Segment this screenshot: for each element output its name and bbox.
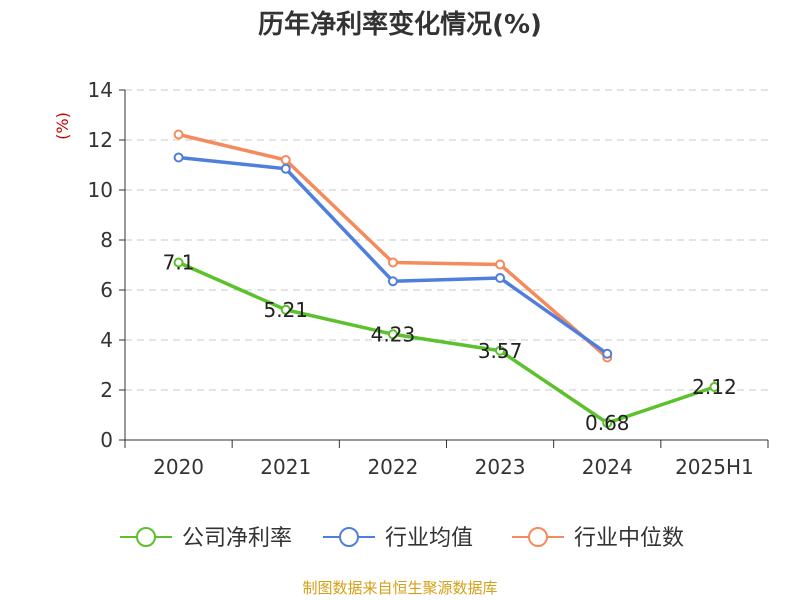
data-point — [280, 163, 291, 174]
data-point — [602, 418, 613, 428]
x-tick-label: 2020 — [153, 455, 204, 479]
y-tick-label: 6 — [100, 278, 113, 302]
data-label: 2.12 — [692, 375, 737, 399]
data-point — [495, 345, 506, 356]
x-tick-label: 2021 — [260, 455, 311, 479]
y-tick-label: 14 — [88, 78, 113, 102]
data-point — [387, 276, 398, 287]
data-point — [495, 259, 506, 270]
data-point — [280, 155, 291, 165]
y-tick-label: 10 — [88, 178, 113, 202]
data-label: 7.1 — [163, 251, 195, 275]
legend-marker — [528, 527, 548, 547]
y-tick-label: 4 — [100, 328, 113, 352]
x-tick-label: 2024 — [582, 455, 633, 479]
y-axis-label: (%) — [53, 112, 72, 140]
data-point — [173, 257, 184, 268]
y-tick-label: 2 — [100, 378, 113, 402]
chart-title: 历年净利率变化情况(%) — [258, 10, 542, 40]
data-point — [280, 304, 291, 315]
source-footer: 制图数据来自恒生聚源数据库 — [302, 579, 498, 597]
x-tick-label: 2025H1 — [675, 455, 754, 479]
legend-label: 行业中位数 — [574, 526, 684, 551]
data-point — [602, 348, 613, 359]
data-label: 4.23 — [371, 322, 416, 346]
x-tick-label: 2023 — [475, 455, 526, 479]
legend-marker — [339, 527, 359, 547]
data-point — [387, 329, 398, 340]
data-label: 3.57 — [478, 339, 523, 363]
data-point — [173, 152, 184, 163]
data-label: 5.21 — [263, 298, 308, 322]
data-point — [173, 129, 184, 140]
x-tick-label: 2022 — [367, 455, 418, 479]
legend-label: 行业均值 — [385, 526, 473, 551]
legend-label: 公司净利率 — [182, 526, 292, 551]
data-point — [495, 273, 506, 283]
y-tick-label: 0 — [100, 428, 113, 452]
y-tick-label: 12 — [88, 128, 113, 152]
data-point — [709, 382, 720, 392]
y-tick-label: 8 — [100, 228, 113, 252]
legend-marker — [136, 527, 156, 547]
series-line — [177, 260, 715, 425]
data-label: 0.68 — [585, 411, 630, 435]
data-point — [387, 257, 398, 268]
